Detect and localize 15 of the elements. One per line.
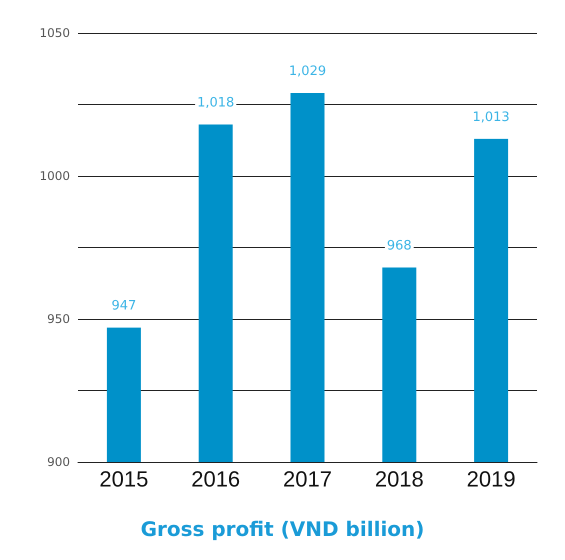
data-label: 1,013 — [472, 110, 510, 125]
y-tick-label: 950 — [47, 312, 70, 326]
x-tick-label: 2016 — [191, 466, 240, 492]
y-tick-label: 900 — [47, 455, 70, 469]
y-tick-label: 1050 — [39, 26, 70, 40]
data-label: 1,029 — [288, 64, 326, 80]
x-tick-label: 2017 — [283, 466, 332, 492]
x-tick-label: 2015 — [99, 466, 148, 492]
y-tick-label: 1000 — [39, 169, 70, 183]
data-label: 947 — [111, 298, 136, 314]
text: Gross profit (VND billion) — [140, 517, 424, 541]
x-tick-label: 2018 — [374, 466, 424, 492]
x-tick-label: 2019 — [466, 466, 516, 492]
data-label: 1,018 — [197, 96, 234, 111]
data-label: 968 — [386, 238, 412, 254]
